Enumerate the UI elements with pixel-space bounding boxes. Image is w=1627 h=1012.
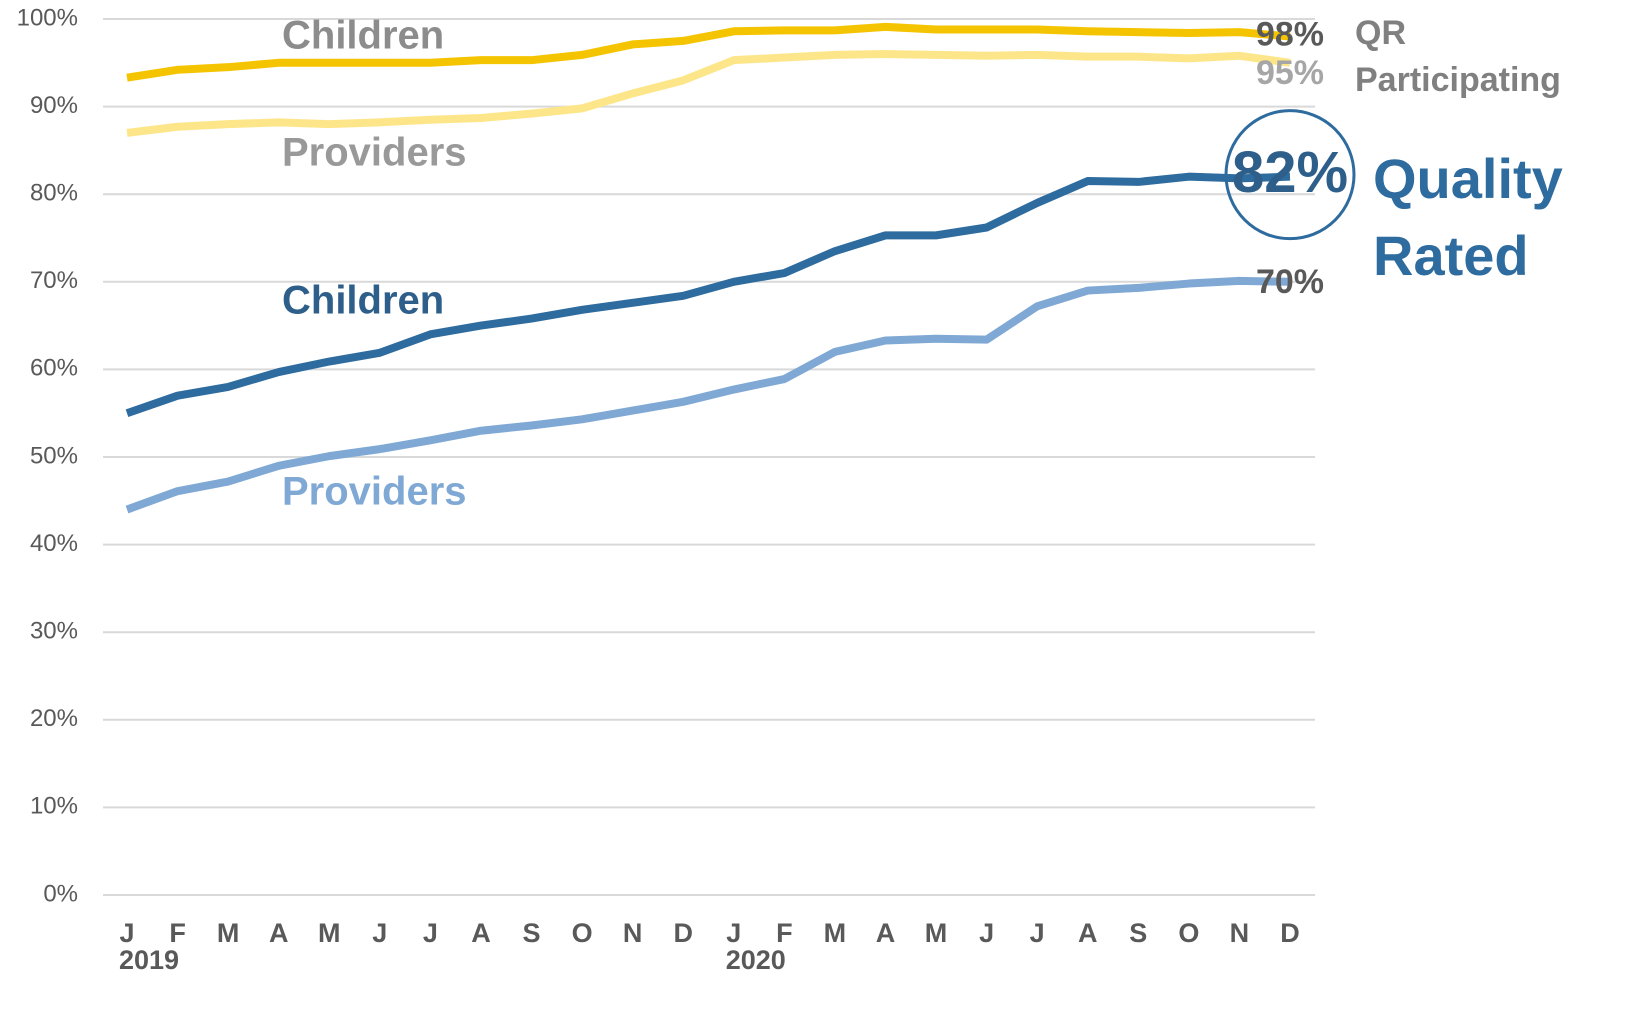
highlight-circle [1224, 109, 1356, 241]
x-tick-label: A [471, 918, 491, 948]
series-label: Providers [282, 470, 467, 514]
y-tick-label: 60% [30, 355, 78, 382]
y-tick-label: 80% [30, 180, 78, 207]
series-line [126, 22, 1291, 82]
y-tick-label: 90% [30, 92, 78, 119]
x-tick-label: S [523, 918, 541, 948]
value-label: 95% [1256, 54, 1324, 92]
x-group-label: 2019 [119, 945, 179, 975]
x-tick-label: A [1078, 918, 1098, 948]
y-tick-label: 50% [30, 442, 78, 469]
x-tick-label: D [1280, 918, 1300, 948]
y-tick-label: 100% [17, 4, 78, 31]
y-tick-label: 0% [43, 880, 78, 907]
group-label: Rated [1373, 224, 1529, 287]
series-line [126, 50, 1291, 137]
x-tick-label: J [372, 918, 387, 948]
x-group-label: 2020 [726, 945, 786, 975]
value-label: 82% [1232, 140, 1348, 205]
x-tick-label: F [169, 918, 186, 948]
x-tick-label: N [1230, 918, 1250, 948]
x-tick-label: N [623, 918, 643, 948]
value-label: 70% [1256, 263, 1324, 301]
y-tick-label: 30% [30, 618, 78, 645]
x-tick-label: M [824, 918, 847, 948]
group-label: Quality [1373, 147, 1563, 210]
y-tick-label: 20% [30, 705, 78, 732]
x-tick-label: D [673, 918, 693, 948]
x-tick-label: O [572, 918, 593, 948]
series-line [125, 276, 1291, 514]
series-label: Children [282, 14, 444, 58]
x-tick-label: J [119, 918, 134, 948]
x-tick-label: J [423, 918, 438, 948]
x-tick-label: M [925, 918, 948, 948]
y-tick-label: 10% [30, 793, 78, 820]
x-tick-label: O [1178, 918, 1199, 948]
x-tick-label: A [269, 918, 289, 948]
x-tick-label: M [217, 918, 240, 948]
y-tick-label: 70% [30, 267, 78, 294]
x-tick-label: J [979, 918, 994, 948]
series-label: Children [282, 279, 444, 323]
x-tick-label: J [726, 918, 741, 948]
series-label: Providers [282, 131, 467, 175]
y-tick-label: 40% [30, 530, 78, 557]
x-tick-label: S [1129, 918, 1147, 948]
group-label: Participating [1355, 61, 1561, 99]
group-label: QR [1355, 14, 1406, 52]
x-tick-label: M [318, 918, 341, 948]
x-tick-label: J [1030, 918, 1045, 948]
series-line [125, 172, 1291, 417]
value-label: 98% [1256, 16, 1324, 54]
x-tick-label: F [776, 918, 793, 948]
x-tick-label: A [876, 918, 896, 948]
